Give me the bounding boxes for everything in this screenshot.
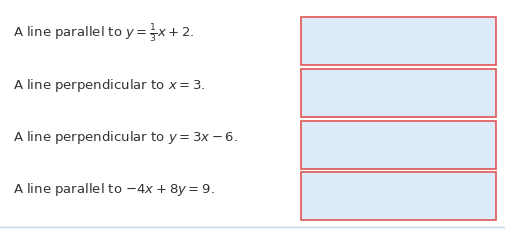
FancyBboxPatch shape [300,121,495,169]
FancyBboxPatch shape [300,17,495,65]
Text: A line parallel to $y = \frac{1}{3}x + 2$.: A line parallel to $y = \frac{1}{3}x + 2… [13,23,193,45]
FancyBboxPatch shape [300,172,495,220]
Text: A line perpendicular to $x = 3$.: A line perpendicular to $x = 3$. [13,77,205,93]
Text: A line perpendicular to $y = 3x - 6$.: A line perpendicular to $y = 3x - 6$. [13,129,237,146]
Text: A line parallel to $-4x + 8y = 9$.: A line parallel to $-4x + 8y = 9$. [13,182,214,198]
FancyBboxPatch shape [300,69,495,116]
